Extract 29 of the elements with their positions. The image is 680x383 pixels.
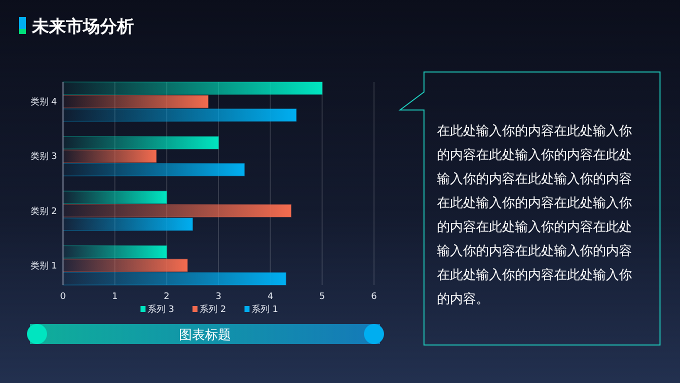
y-tick-label: 类别 2 bbox=[30, 206, 57, 217]
bar bbox=[62, 95, 209, 108]
legend-label: 系列 1 bbox=[252, 304, 278, 315]
x-tick-label: 4 bbox=[267, 292, 274, 302]
x-tick-label: 5 bbox=[319, 292, 326, 302]
x-tick-label: 0 bbox=[60, 292, 66, 302]
x-tick-label: 3 bbox=[216, 292, 222, 302]
x-tick-label: 1 bbox=[112, 292, 118, 302]
bar bbox=[62, 245, 168, 258]
bar bbox=[62, 108, 297, 122]
bar bbox=[62, 258, 188, 272]
y-tick-label: 类别 4 bbox=[30, 96, 58, 108]
y-tick-label: 类别 1 bbox=[30, 260, 57, 272]
x-tick-label: 2 bbox=[164, 292, 170, 302]
bar bbox=[62, 272, 286, 286]
text: 在此处输入你的内容在此处输入你的内容在此处输入你的内容在此处输入你的内容在此处输入你的内容在此处输入你的内容在此处输入你的内容在此处输入你的内容在此处输入你的内容在此处输入你的内容在此处输入你的内容在此处输入你的内容。 bbox=[437, 123, 632, 307]
text: 图表标题 bbox=[179, 328, 231, 343]
bar bbox=[62, 163, 245, 176]
bar bbox=[62, 218, 193, 231]
bar bbox=[62, 204, 292, 218]
bar bbox=[62, 82, 323, 95]
chart-title: 未来市场分析 bbox=[31, 17, 134, 37]
x-tick-label: 6 bbox=[371, 292, 378, 302]
bar bbox=[62, 190, 168, 204]
bar bbox=[62, 150, 157, 163]
y-tick-label: 类别 3 bbox=[30, 151, 57, 162]
bar bbox=[62, 136, 219, 150]
legend-label: 系列 2 bbox=[200, 304, 226, 315]
legend-label: 系列 3 bbox=[148, 304, 174, 315]
